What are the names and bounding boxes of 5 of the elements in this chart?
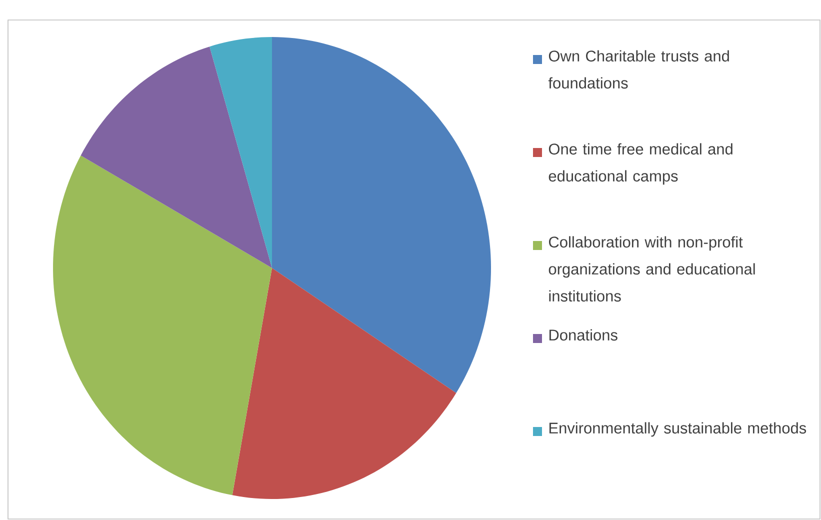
legend-label: Own Charitable trusts and foundations [548,50,729,89]
legend-label: One time free medical and educational camps [548,143,732,185]
legend-label: Environmentally sustainable methods [549,422,806,437]
legend-label: Collaboration with non-profit organizations and educational institutions [548,236,755,302]
legend-label: Donations [549,329,618,341]
